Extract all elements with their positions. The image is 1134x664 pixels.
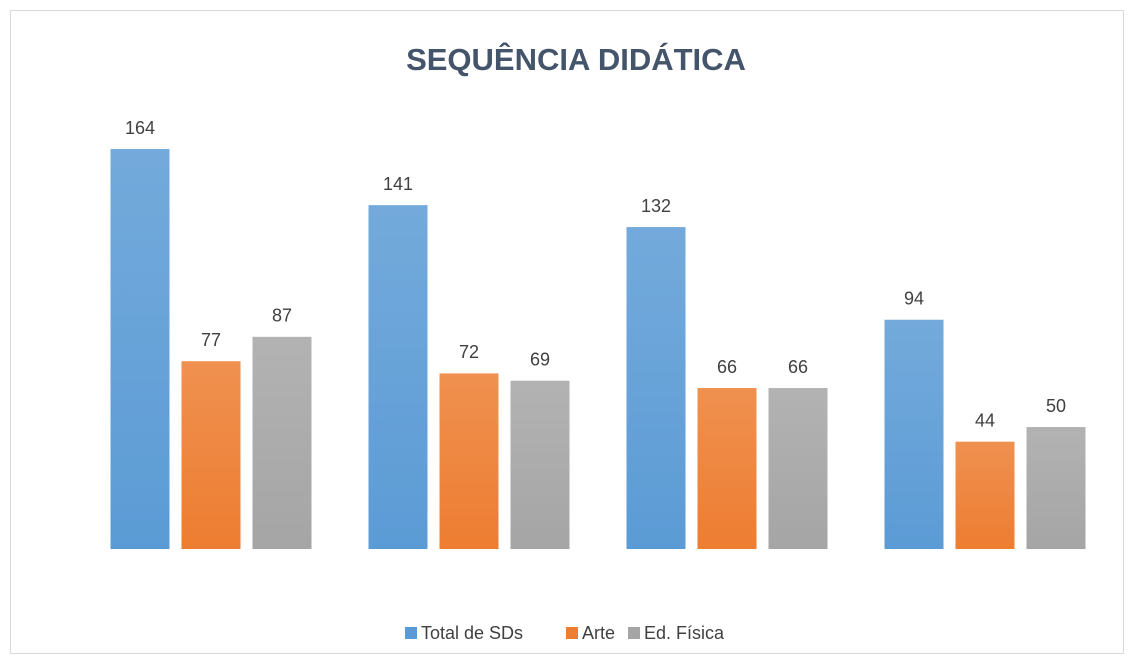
data-label: 87 — [272, 306, 292, 326]
legend-label: Total de SDs — [421, 623, 523, 643]
bar — [697, 388, 757, 549]
legend-label: Arte — [582, 623, 615, 643]
bar — [1026, 427, 1086, 549]
bar — [181, 361, 241, 549]
bar — [252, 336, 312, 549]
bar — [368, 205, 428, 549]
data-label: 66 — [717, 357, 737, 377]
bar — [955, 441, 1015, 549]
data-label: 44 — [975, 410, 995, 430]
data-label: 141 — [383, 174, 413, 194]
bar — [439, 373, 499, 549]
legend-swatch — [566, 627, 578, 639]
data-label: 94 — [904, 288, 924, 308]
data-label: 66 — [788, 357, 808, 377]
chart-title: SEQUÊNCIA DIDÁTICA — [406, 41, 746, 77]
data-label: 77 — [201, 330, 221, 350]
data-label: 164 — [125, 118, 155, 138]
legend-swatch — [628, 627, 640, 639]
data-label: 132 — [641, 196, 671, 216]
bar — [626, 227, 686, 550]
chart-border — [10, 10, 1124, 654]
data-label: 50 — [1046, 396, 1066, 416]
bar — [884, 319, 944, 549]
legend-swatch — [405, 627, 417, 639]
data-label: 72 — [459, 342, 479, 362]
bar — [510, 380, 570, 549]
bar — [110, 149, 170, 549]
bar — [768, 388, 828, 549]
legend-label: Ed. Física — [644, 623, 725, 643]
data-label: 69 — [530, 349, 550, 369]
